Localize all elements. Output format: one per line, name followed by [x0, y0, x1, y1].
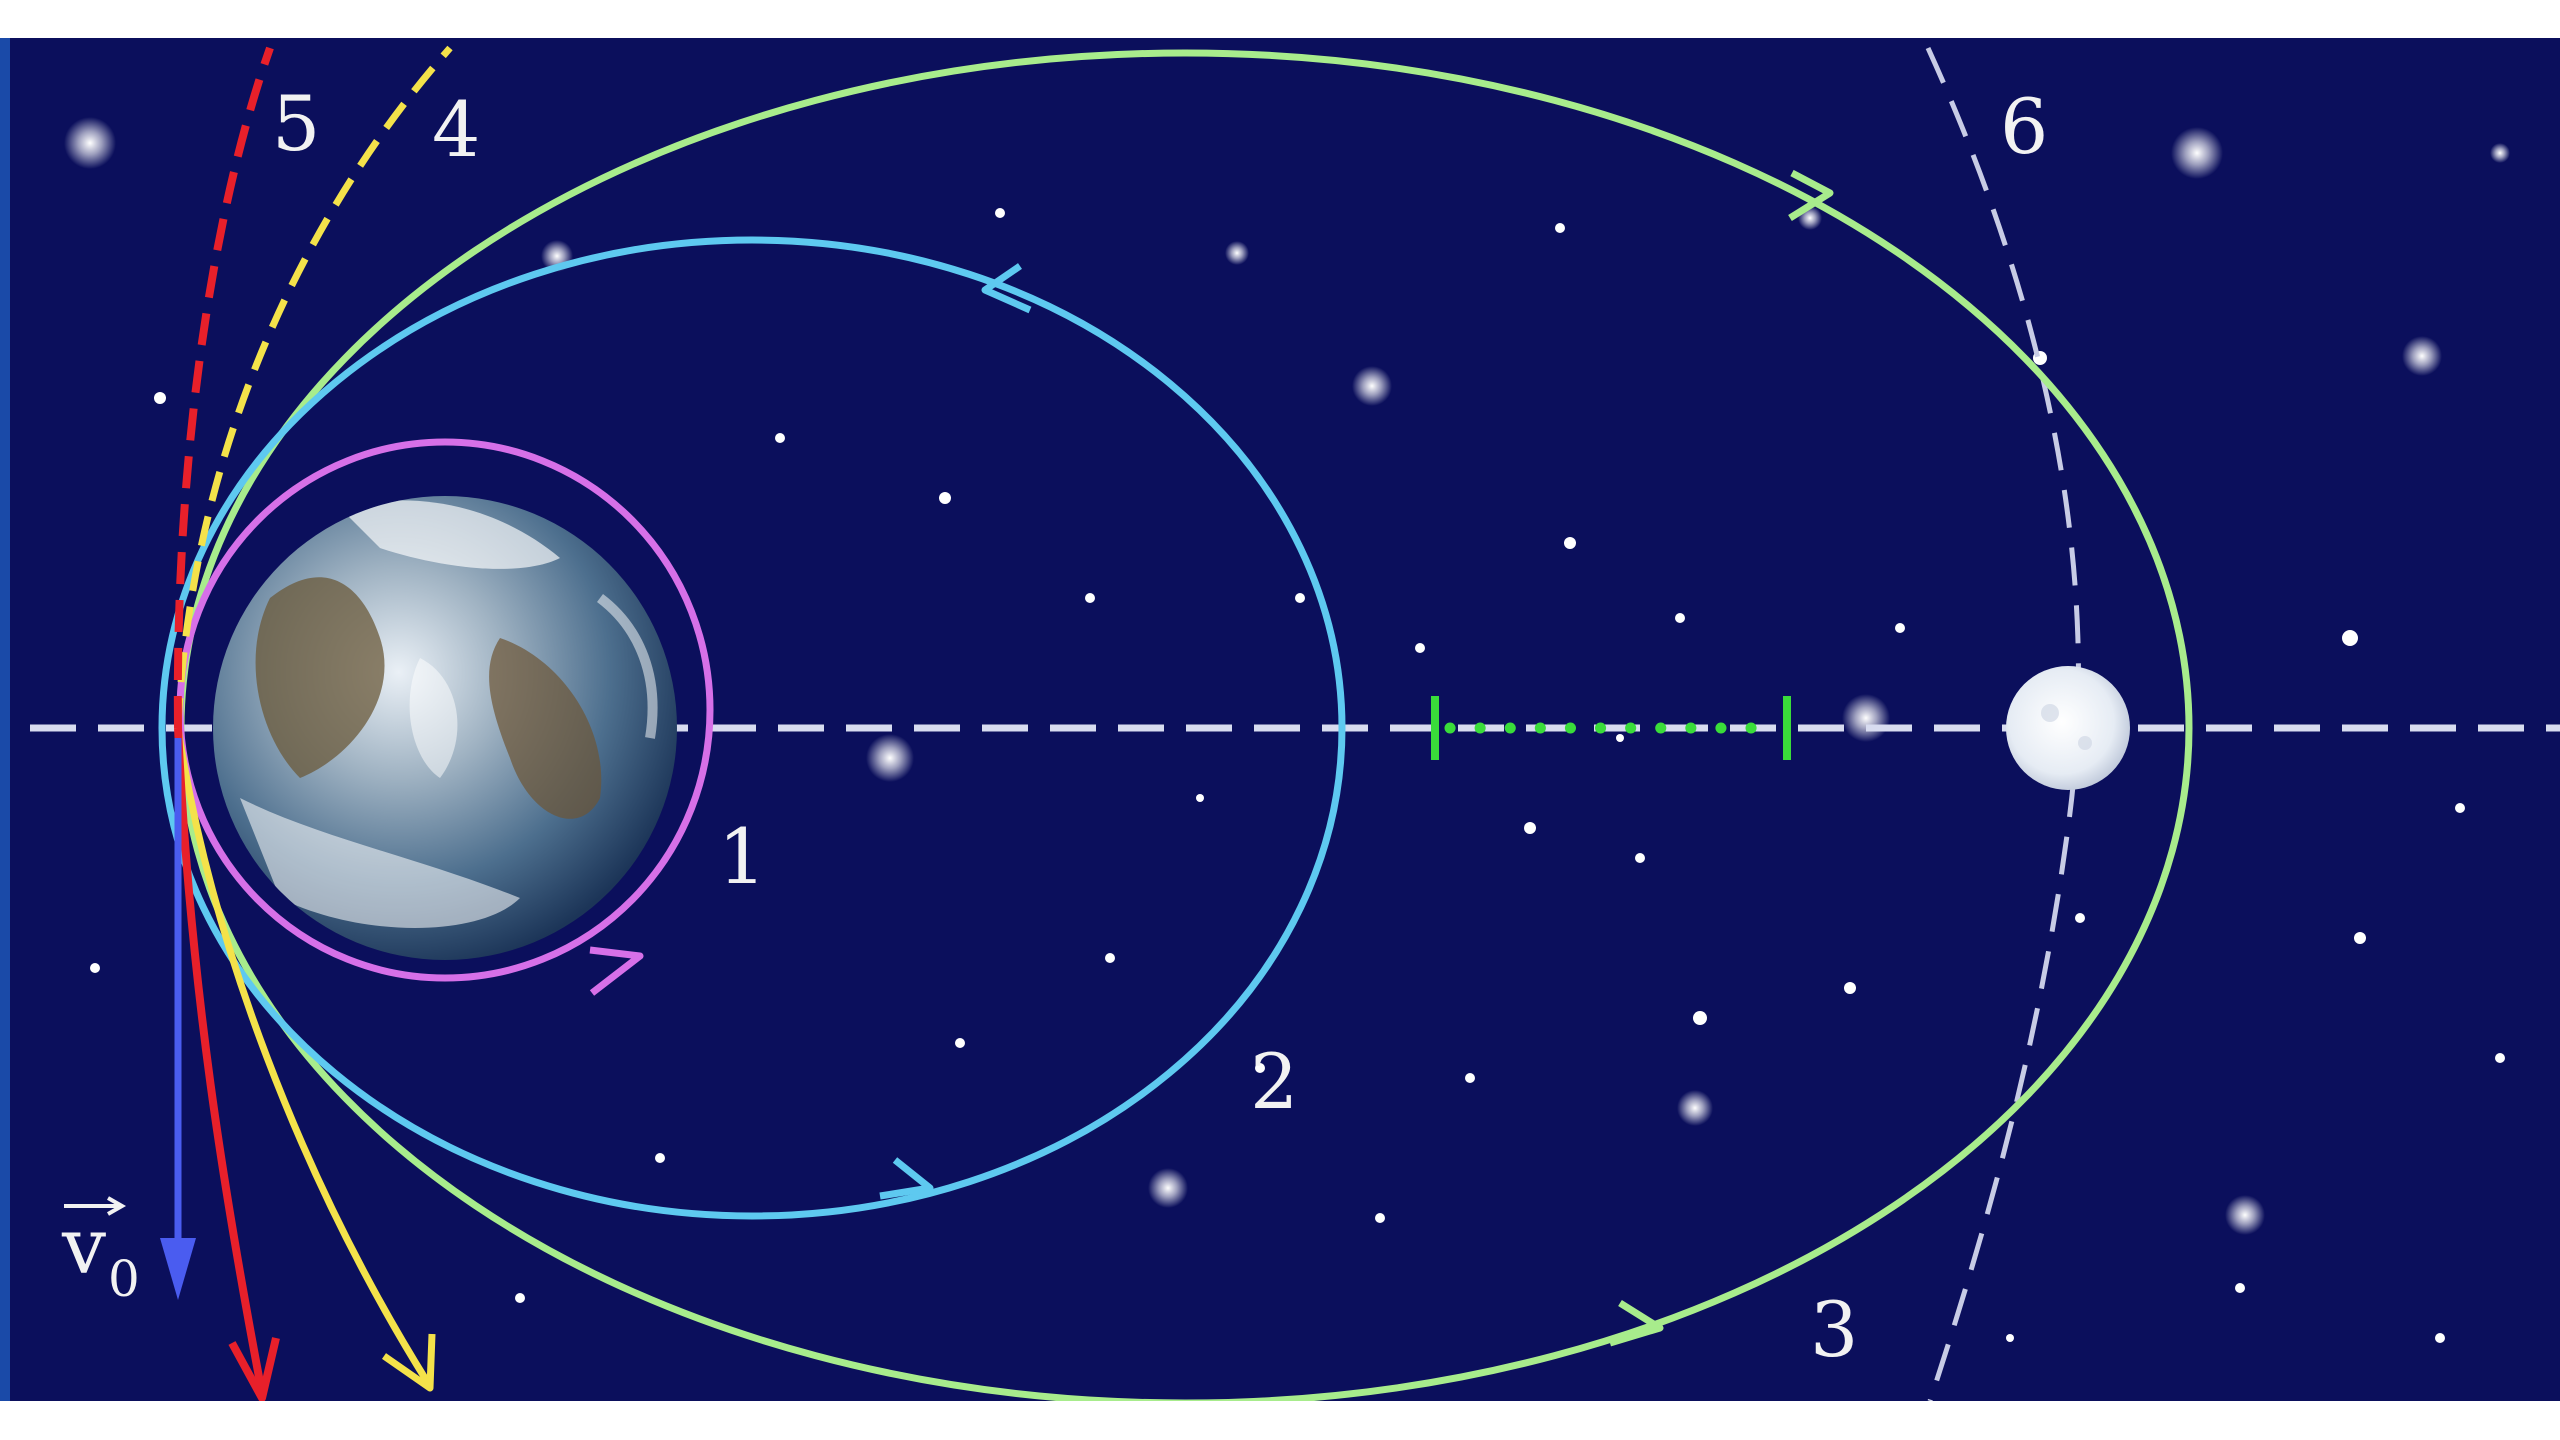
star — [955, 1038, 965, 1048]
star — [64, 117, 116, 169]
label-moon-orbit-6: 6 — [2000, 82, 2048, 171]
star — [2225, 1195, 2265, 1235]
star — [1255, 1063, 1265, 1073]
star — [1225, 241, 1249, 265]
star — [1148, 1168, 1188, 1208]
star — [515, 1293, 525, 1303]
star — [1295, 593, 1305, 603]
orbit-1-arrow — [589, 946, 644, 996]
star — [1196, 794, 1204, 802]
star — [1415, 643, 1425, 653]
orbit-3-arrow-bottom — [1608, 1300, 1664, 1347]
trajectory-4-arrow — [382, 1333, 436, 1392]
star — [90, 963, 100, 973]
left-frame-edge — [0, 38, 10, 1401]
star-field — [64, 117, 2510, 1343]
label-orbit-3: 3 — [1810, 1285, 1858, 1374]
star — [655, 1153, 665, 1163]
star — [1375, 1213, 1385, 1223]
earth-icon — [213, 496, 677, 960]
star — [2495, 1053, 2505, 1063]
star — [2235, 1283, 2245, 1293]
orbit-2-arrow-top — [981, 263, 1032, 314]
star — [866, 734, 914, 782]
velocity-subscript: 0 — [108, 1250, 140, 1308]
star — [1564, 537, 1576, 549]
star — [1844, 982, 1856, 994]
star — [154, 392, 166, 404]
star — [775, 433, 785, 443]
orbit-2 — [158, 236, 1346, 1220]
trajectory-5-arrow — [228, 1337, 280, 1401]
trajectory-5 — [174, 727, 266, 1394]
star — [1105, 953, 1115, 963]
label-orbit-1: 1 — [718, 812, 766, 901]
orbit-diagram: 5 4 6 1 2 3 v 0 — [0, 38, 2560, 1401]
star — [2490, 143, 2510, 163]
moon-orbit-6 — [1925, 46, 2081, 1401]
star — [1616, 734, 1624, 742]
velocity-symbol: v — [61, 1202, 106, 1292]
star — [2075, 913, 2085, 923]
star — [2455, 803, 2465, 813]
star — [1465, 1073, 1475, 1083]
label-velocity: v 0 — [61, 1196, 140, 1308]
label-orbit-2: 2 — [1250, 1037, 1298, 1126]
label-trajectory-4: 4 — [432, 85, 480, 174]
orbit-3-arrow-top — [1788, 169, 1834, 221]
star — [1352, 366, 1392, 406]
star — [1842, 694, 1890, 742]
trajectory-4-incoming — [174, 45, 453, 729]
diagram-canvas: 5 4 6 1 2 3 v 0 — [0, 38, 2560, 1401]
label-trajectory-5: 5 — [272, 79, 320, 168]
star — [1555, 223, 1565, 233]
star — [2354, 932, 2366, 944]
trajectory-4 — [174, 727, 431, 1385]
moon-icon — [2006, 666, 2130, 790]
star — [1693, 1011, 1707, 1025]
orbit-2-arrow-bottom — [879, 1157, 934, 1200]
star — [1675, 613, 1685, 623]
star — [2402, 336, 2442, 376]
trajectory-5-incoming — [173, 46, 274, 729]
star — [1635, 853, 1645, 863]
star — [2342, 630, 2358, 646]
star — [1677, 1090, 1713, 1126]
velocity-vector — [160, 738, 196, 1300]
star — [939, 492, 951, 504]
star — [1085, 593, 1095, 603]
star — [1524, 822, 1536, 834]
star — [2435, 1333, 2445, 1343]
star — [2006, 1334, 2014, 1342]
star — [1895, 623, 1905, 633]
scale-marker — [1431, 696, 1791, 760]
star — [2171, 127, 2223, 179]
star — [995, 208, 1005, 218]
